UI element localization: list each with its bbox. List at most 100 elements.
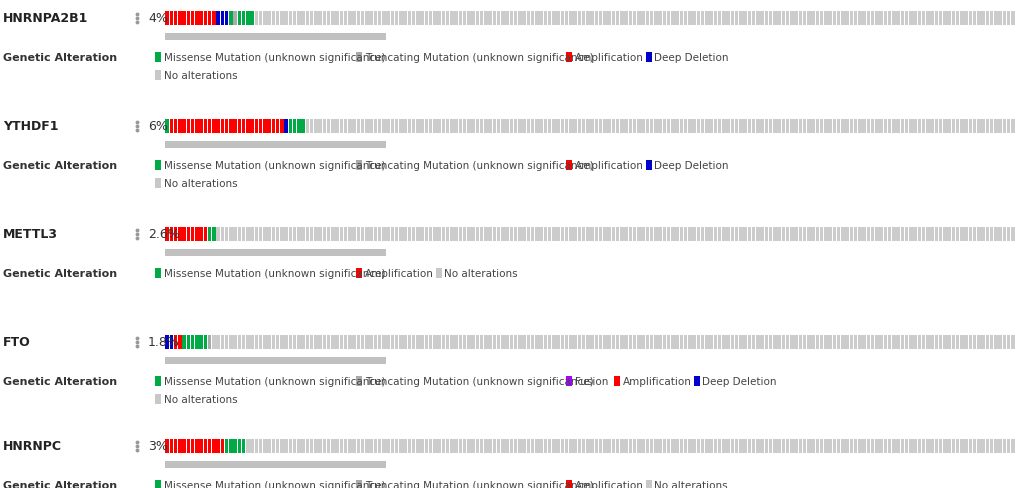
Bar [212, 227, 216, 242]
Bar [555, 335, 559, 349]
Bar [994, 335, 997, 349]
Bar [794, 335, 797, 349]
Bar [195, 439, 199, 453]
Text: No alterations: No alterations [444, 268, 518, 279]
Bar [882, 227, 887, 242]
Text: 6%: 6% [148, 120, 168, 133]
Bar [790, 12, 793, 26]
Bar [900, 12, 904, 26]
Bar [743, 439, 746, 453]
Bar [306, 439, 309, 453]
Bar [721, 335, 726, 349]
Bar [611, 227, 614, 242]
Bar [882, 12, 887, 26]
Bar [463, 227, 466, 242]
Bar [428, 439, 432, 453]
Bar [823, 12, 827, 26]
Bar [624, 439, 628, 453]
Bar [390, 335, 394, 349]
Bar [220, 335, 224, 349]
Bar [823, 120, 827, 134]
Bar [951, 227, 955, 242]
Bar [606, 227, 610, 242]
Bar [437, 12, 440, 26]
Bar [326, 12, 330, 26]
Bar [259, 227, 262, 242]
Text: Amplification: Amplification [575, 53, 643, 63]
Bar [1002, 335, 1006, 349]
Bar [955, 12, 959, 26]
Bar [675, 439, 679, 453]
Bar [356, 480, 362, 488]
Bar [657, 335, 661, 349]
Bar [424, 335, 428, 349]
Bar [721, 227, 726, 242]
Bar [823, 227, 827, 242]
Bar [819, 12, 822, 26]
Bar [224, 439, 228, 453]
Bar [917, 120, 920, 134]
Bar [292, 335, 297, 349]
Bar [212, 439, 216, 453]
Bar [242, 120, 246, 134]
Bar [892, 335, 895, 349]
Bar [963, 12, 967, 26]
Bar [896, 439, 899, 453]
Bar [802, 120, 806, 134]
Bar [408, 335, 411, 349]
Bar [671, 227, 675, 242]
Bar [165, 227, 169, 242]
Bar [237, 335, 242, 349]
Text: Genetic Alteration: Genetic Alteration [3, 480, 117, 488]
Bar [514, 335, 517, 349]
Bar [204, 439, 207, 453]
Bar [598, 439, 602, 453]
Bar [713, 227, 716, 242]
Bar [339, 227, 343, 242]
Bar [662, 439, 665, 453]
Bar [573, 227, 577, 242]
Bar [318, 120, 322, 134]
Bar [488, 120, 491, 134]
Bar [708, 227, 712, 242]
Bar [369, 335, 373, 349]
Bar [700, 120, 704, 134]
Bar [263, 227, 267, 242]
Bar [441, 335, 445, 349]
Bar [155, 53, 161, 63]
Bar [602, 439, 606, 453]
Bar [675, 12, 679, 26]
Bar [195, 120, 199, 134]
Bar [216, 439, 220, 453]
Bar [577, 439, 581, 453]
Bar [751, 227, 755, 242]
Bar [155, 376, 161, 386]
Bar [403, 120, 407, 134]
Bar [878, 12, 882, 26]
Bar [428, 120, 432, 134]
Bar [267, 120, 271, 134]
Bar [645, 120, 649, 134]
Bar [539, 439, 542, 453]
Bar [688, 439, 691, 453]
Bar [373, 12, 377, 26]
Bar [326, 227, 330, 242]
Bar [403, 439, 407, 453]
Bar [755, 120, 759, 134]
Text: 2.6%: 2.6% [148, 228, 179, 241]
Bar [925, 227, 929, 242]
Bar [972, 12, 975, 26]
Bar [314, 227, 318, 242]
Bar [943, 120, 946, 134]
Bar [267, 12, 271, 26]
Bar [435, 268, 441, 279]
Bar [776, 439, 781, 453]
Bar [526, 335, 530, 349]
Bar [165, 439, 169, 453]
Bar [510, 439, 513, 453]
Bar [887, 227, 891, 242]
Bar [331, 120, 334, 134]
Bar [382, 227, 385, 242]
Bar [492, 12, 496, 26]
Bar [182, 12, 185, 26]
